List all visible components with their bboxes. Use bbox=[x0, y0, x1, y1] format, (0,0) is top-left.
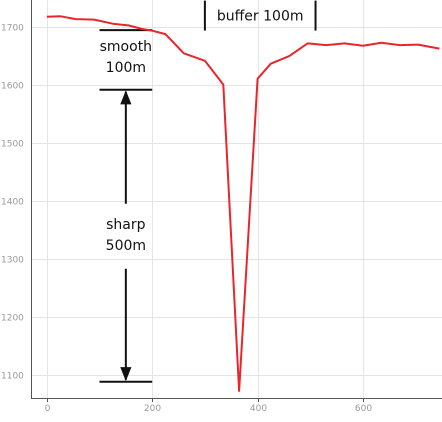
x-tick-label: 0 bbox=[45, 404, 51, 414]
x-tick-label: 400 bbox=[250, 404, 267, 414]
x-tick-label: 600 bbox=[355, 404, 372, 414]
axes bbox=[31, 0, 442, 399]
smooth-label-line1: smooth bbox=[100, 39, 152, 55]
series bbox=[46, 15, 440, 392]
smooth-label-line2: 100m bbox=[106, 60, 146, 76]
y-tick-labels: 1100 1200 1300 1400 1500 1600 1700 bbox=[1, 24, 24, 382]
y-tick-label: 1700 bbox=[1, 24, 24, 34]
y-tick-label: 1300 bbox=[1, 256, 24, 266]
sharp-label-line1: sharp bbox=[106, 217, 146, 233]
annotations: buffer 100m smooth 100m sharp 500m bbox=[99, 0, 317, 383]
buffer-label: buffer 100m bbox=[217, 9, 304, 25]
x-tick-labels: 0 200 400 600 bbox=[45, 404, 373, 414]
y-tick-label: 1200 bbox=[1, 314, 24, 324]
grid bbox=[32, 0, 442, 402]
series-line bbox=[46, 15, 440, 392]
sharp-label-line2: 500m bbox=[106, 238, 146, 254]
y-tick-label: 1400 bbox=[1, 198, 24, 208]
y-tick-label: 1500 bbox=[1, 140, 24, 150]
y-tick-label: 1600 bbox=[1, 82, 24, 92]
x-tick-label: 200 bbox=[144, 404, 161, 414]
y-tick-label: 1100 bbox=[1, 372, 24, 382]
